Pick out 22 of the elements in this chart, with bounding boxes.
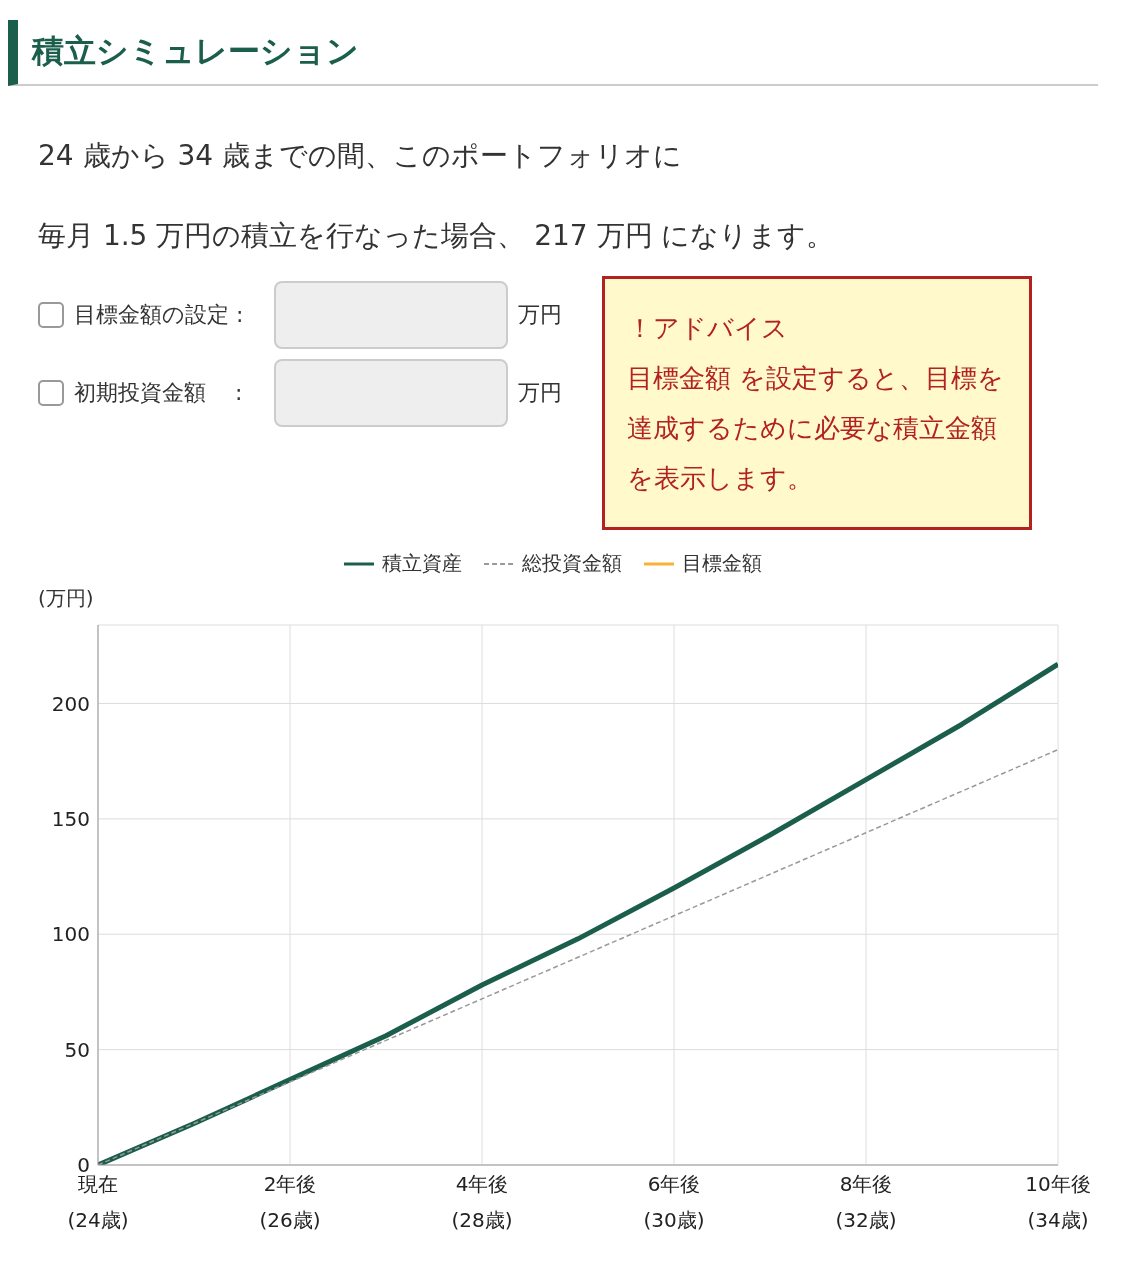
text: 初期投資金額 : <box>74 379 244 407</box>
legend-label: 積立資産 <box>381 550 462 577</box>
text: 万円 <box>518 301 562 329</box>
text: ！アドバイス <box>627 312 789 345</box>
x-tick-label: 6年後 (30歳) <box>643 1172 705 1232</box>
chart-title: 積立シミュレーション <box>8 20 1098 86</box>
x-tick-label: 10年後 (34歳) <box>1025 1172 1091 1232</box>
text: 目標金額の設定 : <box>74 301 245 329</box>
x-tick-label: 4年後 (28歳) <box>451 1172 513 1232</box>
x-tick-label: 8年後 (32歳) <box>835 1172 897 1232</box>
y-tick-label: 150 <box>51 806 90 831</box>
text: 万円 <box>518 379 562 407</box>
legend-label: 目標金額 <box>681 550 762 577</box>
x-tick-label: 2年後 (26歳) <box>259 1172 321 1232</box>
text: 毎月 1.5 万円の積立を行なった場合、 217 万円 になります。 <box>38 218 836 254</box>
y-tick-label: 50 <box>64 1037 90 1062</box>
y-axis-title: (万円) <box>38 585 94 612</box>
y-tick-label: 200 <box>51 691 90 716</box>
y-tick-label: 100 <box>51 922 90 947</box>
text: 24 歳から 34 歳までの間、このポートフォリオに <box>38 138 683 174</box>
text: 目標金額 を設定すると、目標を達成するために必要な積立金額を表示します。 <box>627 362 1006 495</box>
legend-label: 総投資金額 <box>521 550 622 577</box>
